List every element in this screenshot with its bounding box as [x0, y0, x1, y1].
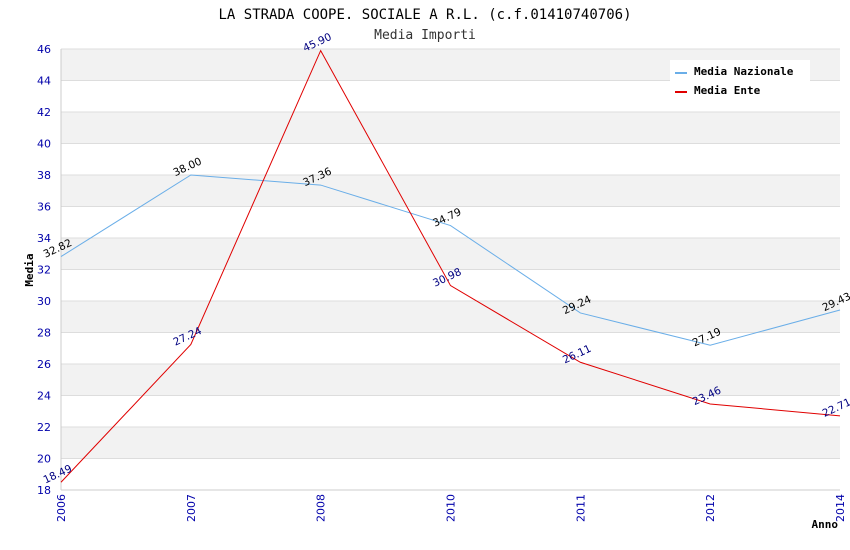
- x-tick-label: 2011: [574, 494, 587, 522]
- y-tick-label: 30: [37, 295, 51, 308]
- y-tick-label: 32: [37, 264, 51, 277]
- y-tick-label: 40: [37, 138, 51, 151]
- x-tick-label: 2008: [315, 494, 328, 522]
- x-tick-label: 2010: [445, 494, 458, 522]
- x-tick-label: 2012: [704, 494, 717, 522]
- series-line: [60, 49, 841, 483]
- grid-band: [61, 427, 840, 459]
- legend-label-media-nazionale: Media Nazionale: [694, 65, 794, 78]
- series-lines: [60, 49, 841, 483]
- grid-bands: [61, 49, 840, 490]
- y-tick-label: 28: [37, 327, 51, 340]
- x-tick-label: 2006: [55, 494, 68, 522]
- grid-band: [61, 143, 840, 175]
- grid-band: [61, 332, 840, 364]
- y-tick-label: 42: [37, 106, 51, 119]
- legend-box: [670, 60, 810, 104]
- y-tick-label: 46: [37, 43, 51, 56]
- y-tick-label: 36: [37, 201, 51, 214]
- series-line: [60, 174, 841, 346]
- grid-band: [61, 458, 840, 490]
- x-tick-label: 2014: [834, 494, 847, 522]
- y-tick-label: 44: [37, 75, 51, 88]
- x-tick-labels: 2006 2007 2008 2010 2011 2012 2014: [55, 494, 847, 522]
- y-tick-label: 20: [37, 453, 51, 466]
- legend-label-media-ente: Media Ente: [694, 84, 761, 97]
- chart-subtitle: Media Importi: [374, 28, 476, 43]
- grid-band: [61, 301, 840, 333]
- x-axis-title: Anno: [812, 518, 839, 531]
- y-tick-labels: 18 20 22 24 26 28 30 32 34 36 38 40 42 44 46: [37, 43, 51, 497]
- chart-title: LA STRADA COOPE. SOCIALE A R.L. (c.f.014…: [218, 7, 631, 23]
- grid-band: [61, 112, 840, 144]
- grid-band: [61, 175, 840, 207]
- y-tick-label: 26: [37, 358, 51, 371]
- y-tick-label: 34: [37, 232, 51, 245]
- y-tick-label: 18: [37, 484, 51, 497]
- grid-band: [61, 364, 840, 396]
- y-tick-label: 38: [37, 169, 51, 182]
- y-tick-label: 24: [37, 390, 51, 403]
- grid-band: [61, 238, 840, 270]
- grid-band: [61, 206, 840, 238]
- x-tick-label: 2007: [185, 494, 198, 522]
- legend: Media Nazionale Media Ente: [670, 60, 810, 104]
- y-axis-title: Media: [23, 253, 36, 286]
- y-tick-label: 22: [37, 421, 51, 434]
- grid-band: [61, 395, 840, 427]
